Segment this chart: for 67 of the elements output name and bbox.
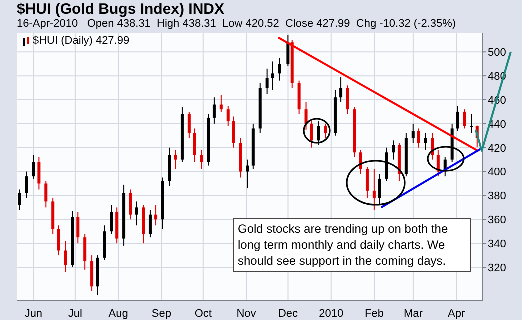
candlestick bbox=[266, 68, 269, 95]
candlestick bbox=[76, 212, 80, 244]
candlestick bbox=[359, 150, 362, 175]
candlestick bbox=[310, 121, 314, 148]
y-tick-label: 400 bbox=[488, 166, 506, 179]
candlestick bbox=[378, 174, 382, 206]
candlestick bbox=[57, 225, 60, 256]
candlestick bbox=[212, 97, 216, 124]
candlestick bbox=[456, 105, 460, 132]
candlestick bbox=[286, 34, 290, 67]
candlestick bbox=[193, 128, 196, 163]
chart-title: $HUI (Gold Bugs Index) INDX bbox=[17, 1, 225, 18]
candlestick bbox=[32, 154, 36, 180]
candlestick bbox=[436, 150, 440, 178]
candlestick bbox=[188, 111, 191, 139]
x-tick-label: Sep bbox=[152, 308, 172, 320]
candlestick bbox=[18, 189, 22, 211]
candlestick bbox=[226, 105, 230, 127]
y-tick-label: 340 bbox=[488, 238, 506, 250]
candlestick bbox=[44, 180, 48, 208]
candlestick bbox=[246, 159, 250, 190]
x-tick-label: Nov bbox=[236, 308, 257, 320]
candlestick bbox=[232, 116, 236, 148]
x-tick-label: Dec bbox=[278, 308, 299, 320]
x-tick-label: Feb bbox=[365, 308, 384, 320]
legend-label: $HUI (Daily) 427.99 bbox=[33, 35, 130, 47]
x-tick-label: Mar bbox=[404, 308, 424, 320]
candlestick bbox=[346, 85, 350, 115]
candlestick bbox=[154, 204, 158, 226]
candlestick bbox=[304, 102, 308, 130]
x-tick-label: Oct bbox=[194, 308, 212, 320]
candlestick bbox=[220, 94, 223, 112]
candlestick bbox=[470, 114, 474, 134]
candlestick bbox=[271, 61, 274, 91]
candlestick bbox=[424, 133, 428, 151]
y-tick-label: 320 bbox=[488, 262, 506, 274]
candlestick bbox=[317, 121, 320, 146]
y-tick-label: 500 bbox=[488, 47, 506, 60]
candlestick bbox=[412, 123, 415, 144]
candlestick bbox=[129, 189, 132, 220]
candlestick bbox=[392, 140, 396, 160]
x-tick-label: Jun bbox=[24, 308, 43, 320]
y-tick-label: 360 bbox=[488, 214, 506, 227]
y-tick-label: 420 bbox=[488, 142, 506, 155]
candlestick bbox=[110, 204, 114, 234]
candlestick bbox=[340, 76, 343, 103]
candlestick bbox=[64, 240, 68, 273]
candlestick bbox=[324, 123, 328, 139]
annotation: Gold stocks are trending up on both the long term monthly and daily charts. We should see support in the coming days. bbox=[233, 218, 471, 272]
candlestick bbox=[417, 128, 420, 148]
candlestick bbox=[135, 201, 138, 226]
candlestick bbox=[148, 210, 152, 238]
x-tick-label: Apr bbox=[448, 308, 466, 320]
candlestick bbox=[84, 234, 87, 270]
x-tick-label: Jul bbox=[68, 308, 82, 320]
chart-subtitle: 16-Apr-2010 Open 438.31 High 438.31 Low 420.52 Close 427.99 Chg -10.32 (-2.35%) bbox=[17, 18, 456, 30]
candlestick bbox=[38, 156, 41, 190]
candlestick bbox=[200, 150, 204, 170]
x-tick-label: Aug bbox=[108, 308, 128, 320]
x-tick-label: 2010 bbox=[319, 308, 344, 320]
y-tick-label: 380 bbox=[488, 190, 506, 203]
candlestick bbox=[278, 58, 282, 82]
candlestick bbox=[463, 109, 466, 130]
candlestick bbox=[25, 171, 28, 199]
candlestick bbox=[372, 168, 376, 211]
candlestick bbox=[366, 166, 369, 199]
candlestick bbox=[174, 150, 178, 170]
